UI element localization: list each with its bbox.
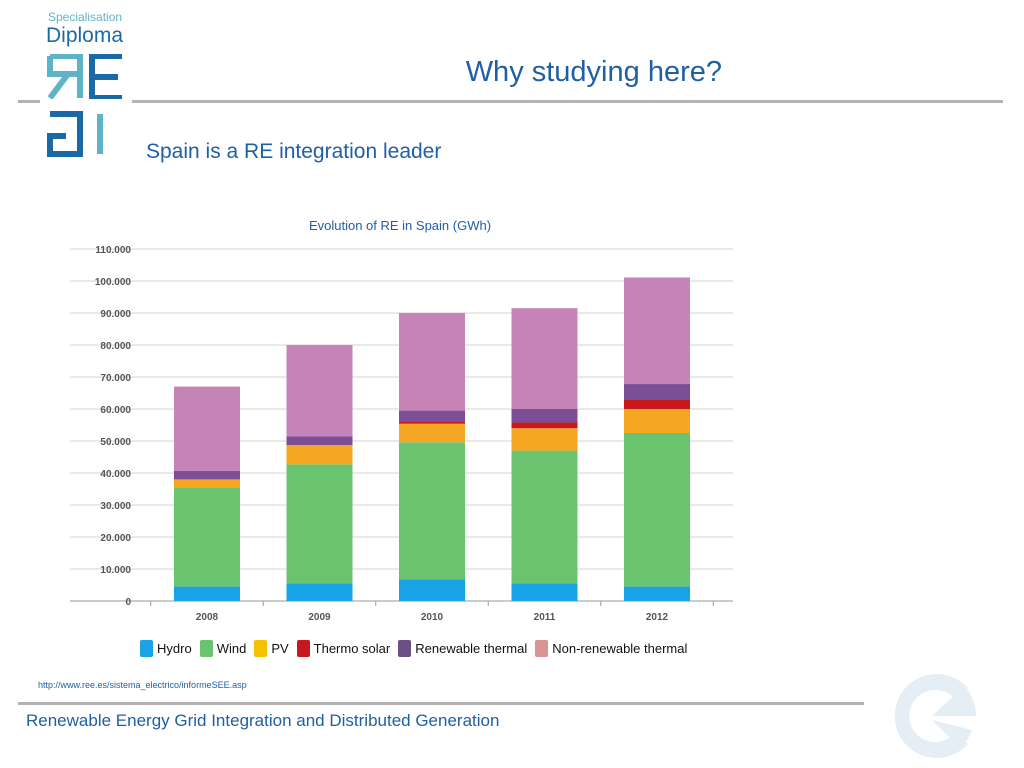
bar-segment xyxy=(624,586,690,601)
legend-swatch xyxy=(254,640,268,657)
footer-divider xyxy=(18,702,864,705)
program-logo: Specialisation Diploma xyxy=(36,10,136,160)
y-tick-label: 40.000 xyxy=(100,469,131,480)
bar-segment xyxy=(624,433,690,587)
legend-item: Thermo solar xyxy=(296,640,391,657)
bar-segment xyxy=(399,410,465,422)
footer-text: Renewable Energy Grid Integration and Di… xyxy=(26,711,500,730)
bar-segment xyxy=(399,423,465,443)
bar-segment xyxy=(511,308,578,409)
slide-title: Why studying here? xyxy=(465,56,722,88)
bar-segment xyxy=(399,579,465,601)
bar-segment xyxy=(174,586,240,601)
bar-segment xyxy=(399,313,465,411)
bar-segment xyxy=(174,487,240,587)
x-tick-label: 2011 xyxy=(534,612,556,623)
legend-swatch xyxy=(535,640,549,657)
chart-legend: Hydro Wind PV Thermo solar Renewable thermal… xyxy=(140,640,689,657)
y-tick-label: 20.000 xyxy=(100,533,131,544)
x-tick-label: 2012 xyxy=(646,612,669,623)
logo-mark-icon xyxy=(47,54,122,157)
source-link[interactable]: http://www.ree.es/sistema_electrico/info… xyxy=(38,680,247,690)
bar-segment xyxy=(399,421,465,424)
bar-segment xyxy=(511,409,578,423)
bar-segment xyxy=(511,450,578,584)
y-tick-label: 80.000 xyxy=(100,341,131,352)
bar-segment xyxy=(286,583,353,601)
header-divider xyxy=(18,100,1003,103)
bar-segment xyxy=(174,386,240,471)
bar-segment xyxy=(399,442,465,580)
slide-subtitle: Spain is a RE integration leader xyxy=(146,140,442,163)
legend-label: PV xyxy=(271,641,289,656)
bar-segment xyxy=(624,277,690,385)
y-tick-label: 0 xyxy=(125,597,131,608)
bar-segment xyxy=(174,479,240,488)
x-tick-label: 2009 xyxy=(308,612,331,623)
legend-swatch xyxy=(199,640,213,657)
bar-segment xyxy=(286,436,353,446)
header-divider-gap xyxy=(40,99,132,105)
legend-item: PV xyxy=(254,640,289,657)
bar-segment xyxy=(624,409,690,433)
x-tick-label: 2008 xyxy=(196,612,219,623)
bar-segment xyxy=(624,384,690,400)
bar-segment xyxy=(511,583,578,601)
bar-segment xyxy=(511,428,578,451)
bar-segment xyxy=(624,399,690,409)
y-tick-label: 110.000 xyxy=(95,245,131,256)
legend-swatch xyxy=(398,640,412,657)
y-tick-label: 100.000 xyxy=(95,277,132,288)
legend-label: Hydro xyxy=(157,641,192,656)
y-tick-label: 50.000 xyxy=(100,437,131,448)
corner-logo-icon xyxy=(894,674,976,758)
bar-segment xyxy=(286,464,353,584)
legend-item: Renewable thermal xyxy=(398,640,527,657)
y-tick-label: 70.000 xyxy=(100,373,131,384)
logo-big-text: Diploma xyxy=(46,24,124,47)
legend-label: Wind xyxy=(216,641,247,656)
y-tick-label: 10.000 xyxy=(100,565,131,576)
legend-item: Wind xyxy=(199,640,247,657)
legend-swatch xyxy=(296,640,310,657)
legend-swatch xyxy=(140,640,153,657)
bar-segment xyxy=(286,445,353,465)
x-tick-label: 2010 xyxy=(421,612,444,623)
legend-label: Non-renewable thermal xyxy=(552,641,688,656)
y-tick-label: 30.000 xyxy=(100,501,131,512)
bar-segment xyxy=(511,422,578,429)
bar-segment xyxy=(286,345,353,437)
logo-small-text: Specialisation xyxy=(48,10,123,24)
y-tick-label: 90.000 xyxy=(100,309,131,320)
legend-item: Hydro xyxy=(140,640,192,657)
legend-item: Non-renewable thermal xyxy=(535,640,687,657)
legend-label: Thermo solar xyxy=(313,641,391,656)
bar-segment xyxy=(174,470,240,480)
chart-title: Evolution of RE in Spain (GWh) xyxy=(308,218,492,233)
y-tick-label: 60.000 xyxy=(100,405,131,416)
legend-label: Renewable thermal xyxy=(415,641,528,656)
